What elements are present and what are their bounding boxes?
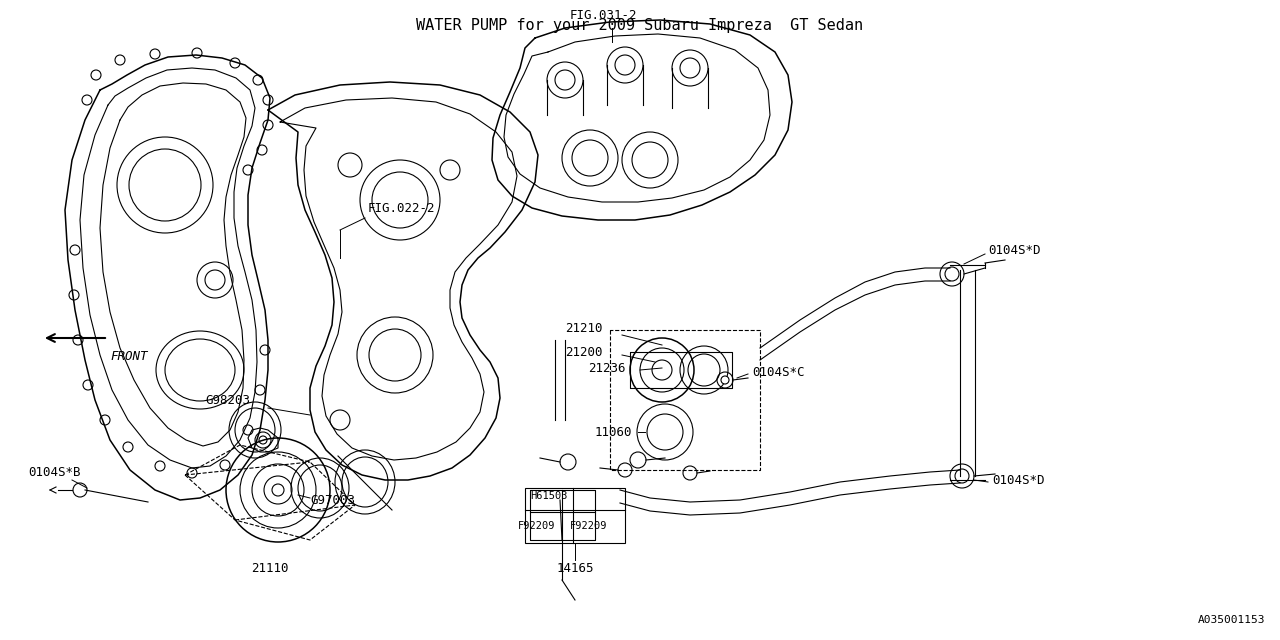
Text: 11060: 11060 <box>595 426 632 438</box>
Text: FIG.022-2: FIG.022-2 <box>369 202 435 215</box>
Text: 0104S*C: 0104S*C <box>753 365 805 378</box>
Text: F92209: F92209 <box>518 521 556 531</box>
Text: FIG.031-2: FIG.031-2 <box>570 9 637 22</box>
Text: 21200: 21200 <box>564 346 603 358</box>
Text: 21210: 21210 <box>564 321 603 335</box>
Text: F92209: F92209 <box>571 521 608 531</box>
Text: 0104S*D: 0104S*D <box>988 243 1041 257</box>
Text: 0104S*B: 0104S*B <box>28 465 81 479</box>
Text: H61503: H61503 <box>530 491 568 501</box>
Text: 21110: 21110 <box>251 562 289 575</box>
Text: A035001153: A035001153 <box>1198 615 1265 625</box>
Text: G97003: G97003 <box>310 493 355 506</box>
Text: 0104S*D: 0104S*D <box>992 474 1044 486</box>
Text: 21236: 21236 <box>588 362 626 374</box>
Bar <box>525 488 625 543</box>
Circle shape <box>721 376 730 384</box>
Text: FRONT: FRONT <box>110 350 147 363</box>
Text: 14165: 14165 <box>557 562 594 575</box>
Text: WATER PUMP for your 2009 Subaru Impreza  GT Sedan: WATER PUMP for your 2009 Subaru Impreza … <box>416 18 864 33</box>
Text: G98203: G98203 <box>205 394 250 406</box>
